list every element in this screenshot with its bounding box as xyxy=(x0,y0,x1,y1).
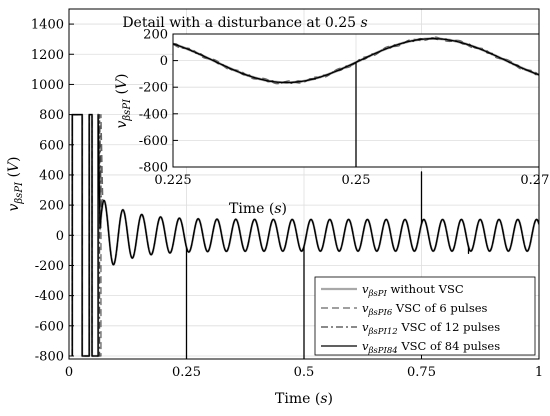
inset-ytick-label: 0 xyxy=(160,54,168,69)
main-ytick-label: 1400 xyxy=(31,18,64,33)
main-ytick-label: -800 xyxy=(35,349,64,364)
inset-ytick-label: -800 xyxy=(139,161,168,176)
inset-ticks: 0.225 0.25 0.275 -800 -600 -400 -200 0 200 xyxy=(139,28,550,189)
main-ytick-label: 1000 xyxy=(31,78,64,93)
legend: vβsPI without VSC vβsPI6 VSC of 6 pulses v… xyxy=(314,276,536,356)
main-ytick-label: -400 xyxy=(35,289,64,304)
inset-y-axis-label: vβsPI (V) xyxy=(114,73,133,128)
inset-series-line-4 xyxy=(173,38,539,167)
series-line-4 xyxy=(71,113,539,359)
inset-ytick-label: -200 xyxy=(139,81,168,96)
main-ytick-label: -600 xyxy=(35,319,64,334)
main-y-axis-label: vβsPI (V) xyxy=(6,156,25,211)
legend-label-1: vβsPI without VSC xyxy=(362,282,464,299)
main-ticks: 0 0.25 0.5 0.75 1 -800 -600 -400 -200 0 200 400 600 8… xyxy=(31,18,543,380)
legend-label-4: vβsPI84 VSC of 84 pulses xyxy=(362,339,500,356)
main-xtick-label: 0.25 xyxy=(172,365,201,380)
legend-label-2: vβsPI6 VSC of 6 pulses xyxy=(362,301,488,318)
inset-title: Detail with a disturbance at 0.25 s xyxy=(122,15,367,31)
main-ytick-label: 200 xyxy=(39,199,64,214)
inset-ytick-label: -400 xyxy=(139,107,168,122)
inset-xtick-label: 0.25 xyxy=(342,173,371,188)
main-series-group xyxy=(71,113,539,359)
main-x-axis-label: Time (s) xyxy=(275,391,333,407)
inset-chart: 0.225 0.25 0.275 -800 -600 -400 -200 0 200 Detai… xyxy=(114,15,550,217)
main-ytick-label: 400 xyxy=(39,168,64,183)
inset-series-group xyxy=(173,36,539,167)
inset-xtick-label: 0.275 xyxy=(520,173,550,188)
inset-ytick-label: 200 xyxy=(143,28,168,43)
inset-ytick-label: -600 xyxy=(139,134,168,149)
main-xtick-label: 0 xyxy=(65,365,73,380)
main-ytick-label: 0 xyxy=(56,229,64,244)
main-xtick-label: 0.5 xyxy=(294,365,315,380)
main-ytick-label: 800 xyxy=(39,108,64,123)
main-xtick-label: 1 xyxy=(535,365,543,380)
main-xtick-label: 0.75 xyxy=(407,365,436,380)
inset-x-axis-label: Time (s) xyxy=(229,201,287,217)
main-ytick-label: 600 xyxy=(39,138,64,153)
main-ytick-label: -200 xyxy=(35,259,64,274)
main-ytick-label: 1200 xyxy=(31,48,64,63)
inset-xtick-label: 0.225 xyxy=(154,173,191,188)
legend-label-3: vβsPI12 VSC of 12 pulses xyxy=(362,320,500,337)
